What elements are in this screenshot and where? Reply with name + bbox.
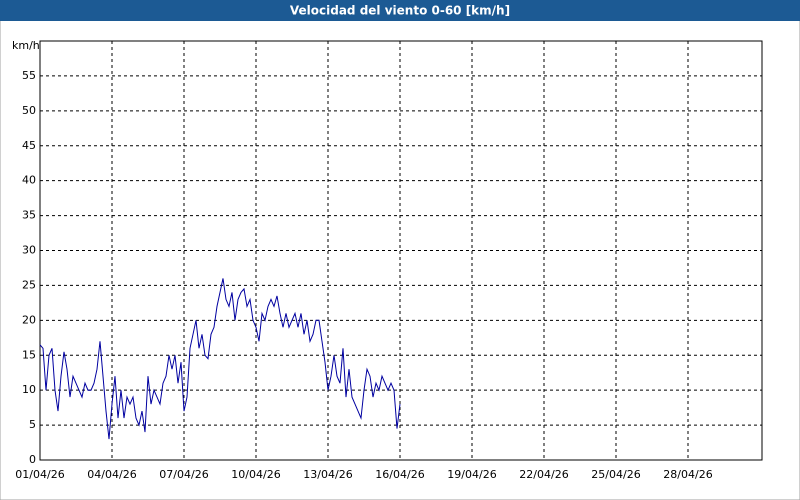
y-tick-label: 5 bbox=[29, 418, 36, 431]
y-tick-label: 50 bbox=[22, 104, 36, 117]
x-tick-label: 10/04/26 bbox=[231, 468, 280, 481]
y-tick-label: 25 bbox=[22, 278, 36, 291]
x-tick-label: 16/04/26 bbox=[375, 468, 424, 481]
y-axis-label: km/h bbox=[12, 39, 40, 52]
x-tick-label: 19/04/26 bbox=[447, 468, 496, 481]
data-line bbox=[39, 278, 401, 440]
y-tick-label: 20 bbox=[22, 313, 36, 326]
x-tick-label: 04/04/26 bbox=[87, 468, 136, 481]
chart-title: Velocidad del viento 0-60 [km/h] bbox=[290, 4, 510, 18]
y-tick-label: 15 bbox=[22, 348, 36, 361]
y-tick-label: 35 bbox=[22, 209, 36, 222]
y-tick-label: 40 bbox=[22, 174, 36, 187]
x-tick-label: 07/04/26 bbox=[159, 468, 208, 481]
x-tick-label: 13/04/26 bbox=[303, 468, 352, 481]
y-tick-label: 0 bbox=[29, 453, 36, 466]
y-tick-label: 55 bbox=[22, 69, 36, 82]
y-tick-label: 45 bbox=[22, 139, 36, 152]
x-tick-label: 28/04/26 bbox=[663, 468, 712, 481]
x-tick-label: 22/04/26 bbox=[519, 468, 568, 481]
x-tick-label: 25/04/26 bbox=[591, 468, 640, 481]
y-tick-label: 30 bbox=[22, 244, 36, 257]
title-bar bbox=[0, 0, 800, 21]
x-tick-label: 01/04/26 bbox=[15, 468, 64, 481]
y-tick-label: 10 bbox=[22, 383, 36, 396]
